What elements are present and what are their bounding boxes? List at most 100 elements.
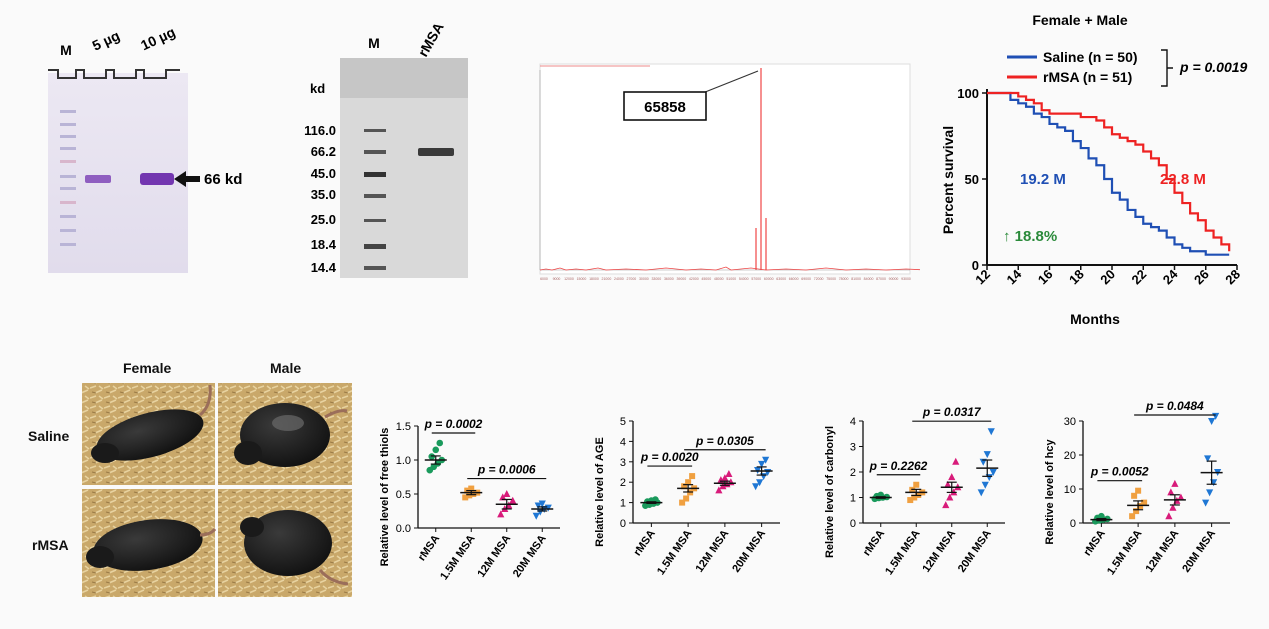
ms-x-tick-label: 9000 (553, 277, 561, 281)
survival-x-tick-label: 20 (1097, 267, 1118, 288)
scatter-point (944, 480, 952, 488)
mouse-photo-panel: Female Male Saline rMSA (20, 355, 365, 605)
ms-x-tick-label: 48000 (714, 277, 724, 281)
scatter-x-tick-label: 20M MSA (730, 528, 768, 575)
rmsa-median-label: 22.8 M (1160, 171, 1206, 188)
scatter-point (432, 446, 440, 454)
scatter-x-tick-label: rMSA (1082, 528, 1108, 558)
survival-x-label: Months (1070, 311, 1120, 327)
scatter-point (981, 481, 989, 489)
survival-x-tick-label: 24 (1160, 266, 1181, 287)
scatter-x-tick-label: 1.5M MSA (655, 528, 695, 577)
gel-2-marker: 66.2 (311, 144, 336, 159)
scatter-point (689, 473, 696, 480)
scatter-point (497, 510, 505, 518)
legend-label-saline: Saline (n = 50) (1043, 49, 1138, 65)
ms-x-tick-label: 18000 (589, 277, 599, 281)
scatter-point (952, 457, 960, 465)
scatter-x-tick-label: 1.5M MSA (438, 533, 478, 582)
photo-col-label-male: Male (270, 360, 302, 376)
ms-x-tick-label: 45000 (701, 277, 711, 281)
scatter-y-tick-label: 0 (850, 518, 856, 530)
gel-2-marker: 18.4 (311, 237, 337, 252)
scatter-point (911, 494, 918, 501)
scatter-point (752, 483, 760, 491)
ms-x-tick-label: 33000 (651, 277, 661, 281)
ms-x-tick-label: 54000 (739, 277, 749, 281)
scatter-x-tick-label: 20M MSA (956, 528, 994, 575)
gel-2-unit: kd (310, 81, 325, 96)
scatter-p-value: p = 0.2262 (869, 459, 928, 473)
survival-line-rmsa (987, 91, 1231, 252)
scatter-point (725, 470, 733, 478)
gel-2-svg: M rMSA kd 116.0 66.2 45.0 35.0 25.0 18.4… (304, 20, 468, 278)
scatter-point (946, 493, 954, 501)
scatter-point (1204, 455, 1212, 463)
scatter-point (685, 479, 692, 486)
scatter-y-label: Relative level of hcy (1044, 439, 1056, 545)
scatter-x-tick-label: 1.5M MSA (1105, 528, 1145, 577)
scatter-point (758, 460, 766, 468)
scatter-y-tick-label: 5 (620, 416, 626, 428)
ms-x-tick-label: 72000 (814, 277, 824, 281)
scatter-y-tick-label: 30 (1064, 416, 1076, 428)
ms-x-tick-label: 6000 (540, 277, 548, 281)
scatter-point (470, 491, 477, 497)
scatter-x-tick-label: 12M MSA (1143, 528, 1181, 575)
mouse-photos-svg (82, 383, 352, 597)
ms-x-tick-label: 78000 (839, 277, 849, 281)
survival-x-tick-label: 22 (1129, 267, 1150, 288)
scatter-x-tick-label: rMSA (416, 533, 442, 563)
mass-spec-svg: 65858 6000 9000 12000 15000 18000 21000 24000 2… (539, 63, 927, 281)
gel-2-marker: 35.0 (311, 187, 336, 202)
scatter-x-tick-label: 20M MSA (511, 533, 549, 580)
ms-x-tick-label: 60000 (764, 277, 774, 281)
mass-spec-panel: 65858 6000 9000 12000 15000 18000 21000 24000 2… (530, 58, 927, 288)
scatter-y-tick-label: 4 (850, 416, 856, 428)
scatter-y-tick-label: 0 (620, 518, 626, 530)
survival-panel: Female + Male Percent survival Months Sa… (925, 5, 1265, 330)
photo-col-label-female: Female (123, 360, 172, 376)
scatter-point (942, 501, 950, 509)
gel-panel-1: M 5 µg 10 µg 66 kd (40, 15, 280, 275)
gel-1-lane-label-10ug: 10 µg (138, 24, 177, 54)
survival-y-tick-label: 50 (965, 172, 979, 187)
scatter-x-tick-label: rMSA (632, 528, 658, 558)
ms-x-tick-label: 36000 (664, 277, 674, 281)
scatter-point (913, 481, 920, 488)
survival-x-tick-label: 14 (1004, 266, 1025, 287)
scatter-x-tick-label: 12M MSA (920, 528, 958, 575)
ms-x-tick-label: 75000 (826, 277, 836, 281)
survival-x-tick-label: 28 (1222, 267, 1243, 288)
gel-2-band-rmsa (418, 148, 454, 156)
survival-x-tick-label: 18 (1066, 267, 1087, 288)
ms-x-tick-label: 15000 (577, 277, 587, 281)
ms-x-tick-label: 69000 (801, 277, 811, 281)
gel-1-band-5ug (85, 175, 111, 183)
survival-y-tick-label: 100 (957, 86, 979, 101)
scatter-point (681, 483, 688, 490)
ms-x-tick-label: 66000 (789, 277, 799, 281)
scatter-panel-thiols: 0.0 0.5 1.0 1.5 Relative level of free thiol… (370, 400, 580, 610)
ms-x-tick-label: 57000 (751, 277, 761, 281)
ms-x-tick-label: 30000 (639, 277, 649, 281)
scatter-point (1141, 499, 1148, 506)
legend-bracket (1161, 49, 1173, 87)
scatter-y-tick-label: 20 (1064, 450, 1076, 462)
scatter-y-tick-label: 0.5 (396, 489, 411, 501)
scatter-point (756, 479, 764, 487)
scatter-point (538, 500, 546, 508)
saline-median-label: 19.2 M (1020, 171, 1066, 188)
scatter-y-tick-label: 3 (850, 442, 856, 454)
scatter-y-tick-label: 0 (1070, 518, 1076, 530)
scatter-y-tick-label: 3 (620, 457, 626, 469)
gel-2-ladder (364, 129, 386, 270)
scatter-point (679, 499, 686, 506)
scatter-point (762, 456, 770, 464)
gel-2-lane-label-rmsa: rMSA (415, 20, 447, 60)
ms-x-tick-label: 51000 (726, 277, 736, 281)
scatter-point (1206, 489, 1214, 497)
ms-peak-label: 65858 (644, 99, 686, 116)
scatter-point (1135, 487, 1142, 494)
